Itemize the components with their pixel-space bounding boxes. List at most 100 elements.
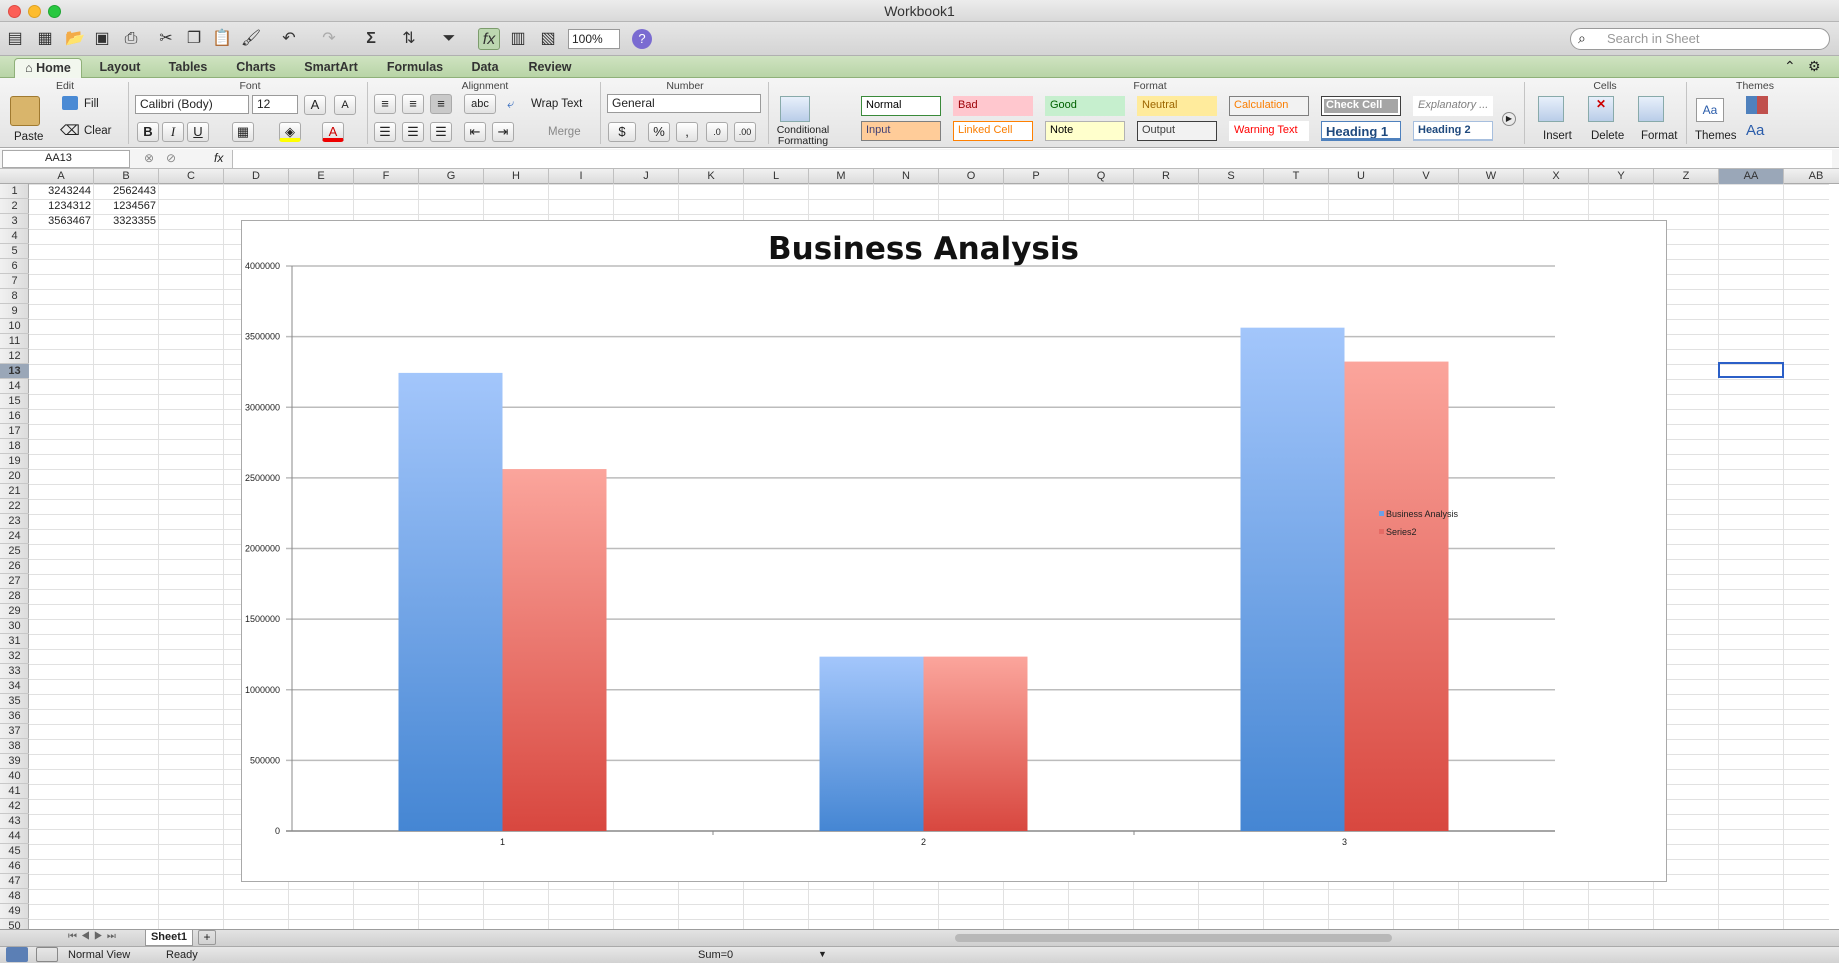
row-header-22[interactable]: 22 — [0, 499, 29, 514]
italic-icon[interactable]: I — [162, 122, 184, 142]
sheet-nav-arrows-icon[interactable]: ⏮◀▶⏭ — [68, 931, 120, 942]
row-header-10[interactable]: 10 — [0, 319, 29, 334]
row-header-24[interactable]: 24 — [0, 529, 29, 544]
increase-font-icon[interactable]: A — [304, 95, 326, 115]
ribbon-settings-icon[interactable]: ⚙ — [1808, 58, 1821, 75]
row-header-45[interactable]: 45 — [0, 844, 29, 859]
selected-cell-aa13[interactable] — [1718, 362, 1784, 378]
row-header-44[interactable]: 44 — [0, 829, 29, 844]
column-header-g[interactable]: G — [419, 169, 484, 184]
cell-style-normal[interactable]: Normal — [861, 96, 941, 116]
formula-builder-icon[interactable]: fx — [478, 28, 500, 50]
column-header-l[interactable]: L — [744, 169, 809, 184]
cancel-icon[interactable]: ⊗ — [144, 151, 154, 165]
column-header-u[interactable]: U — [1329, 169, 1394, 184]
undo-icon[interactable]: ↶ — [278, 28, 300, 50]
reference-tools-icon[interactable]: ▧ — [537, 28, 559, 50]
row-header-14[interactable]: 14 — [0, 379, 29, 394]
templates-icon[interactable]: ▦ — [34, 28, 56, 50]
redo-icon[interactable]: ↷ — [318, 28, 340, 50]
column-header-s[interactable]: S — [1199, 169, 1264, 184]
row-header-6[interactable]: 6 — [0, 259, 29, 274]
cell-b1[interactable]: 2562443 — [94, 184, 159, 199]
sum-label[interactable]: Sum=0 — [698, 949, 733, 961]
column-header-h[interactable]: H — [484, 169, 549, 184]
column-header-b[interactable]: B — [94, 169, 159, 184]
cell-style-linked-cell[interactable]: Linked Cell — [953, 121, 1033, 141]
underline-icon[interactable]: U — [187, 122, 209, 142]
column-header-k[interactable]: K — [679, 169, 744, 184]
column-header-v[interactable]: V — [1394, 169, 1459, 184]
cell-b3[interactable]: 3323355 — [94, 214, 159, 229]
page-layout-view-icon[interactable] — [36, 947, 58, 962]
increase-indent-icon[interactable]: ⇥ — [492, 122, 514, 142]
filter-icon[interactable]: ⏷ — [438, 28, 460, 50]
decrease-indent-icon[interactable]: ⇤ — [464, 122, 486, 142]
conditional-formatting-button[interactable]: Conditional Formatting — [773, 125, 833, 147]
cell-style-check-cell[interactable]: Check Cell — [1321, 96, 1401, 116]
row-header-17[interactable]: 17 — [0, 424, 29, 439]
cell-b2[interactable]: 1234567 — [94, 199, 159, 214]
column-header-e[interactable]: E — [289, 169, 354, 184]
font-size-select[interactable]: 12 — [252, 95, 298, 114]
cell-style-input[interactable]: Input — [861, 121, 941, 141]
sort-icon[interactable]: ⇅ — [398, 28, 420, 50]
name-box[interactable]: AA13 — [2, 150, 130, 168]
row-header-8[interactable]: 8 — [0, 289, 29, 304]
themes-icon[interactable]: Aa — [1696, 98, 1724, 122]
column-header-n[interactable]: N — [874, 169, 939, 184]
cell-style-note[interactable]: Note — [1045, 121, 1125, 141]
column-header-i[interactable]: I — [549, 169, 614, 184]
copy-icon[interactable]: ❐ — [183, 28, 205, 50]
column-header-f[interactable]: F — [354, 169, 419, 184]
autosum-icon[interactable]: Σ — [360, 28, 382, 50]
cut-icon[interactable]: ✂ — [155, 28, 177, 50]
column-header-w[interactable]: W — [1459, 169, 1524, 184]
open-icon[interactable]: 📂 — [64, 28, 86, 50]
cell-style-good[interactable]: Good — [1045, 96, 1125, 116]
row-header-21[interactable]: 21 — [0, 484, 29, 499]
row-header-27[interactable]: 27 — [0, 574, 29, 589]
cell-style-calculation[interactable]: Calculation — [1229, 96, 1309, 116]
row-header-30[interactable]: 30 — [0, 619, 29, 634]
clear-button[interactable]: Clear — [84, 125, 111, 137]
save-icon[interactable]: ▣ — [91, 28, 113, 50]
row-header-28[interactable]: 28 — [0, 589, 29, 604]
row-header-47[interactable]: 47 — [0, 874, 29, 889]
cell-style-explanatory[interactable]: Explanatory ... — [1413, 96, 1493, 116]
format-button[interactable]: Format — [1641, 130, 1677, 142]
borders-icon[interactable]: ▦ — [232, 122, 254, 142]
collapse-ribbon-icon[interactable]: ⌃ — [1784, 58, 1796, 75]
row-header-33[interactable]: 33 — [0, 664, 29, 679]
row-header-13[interactable]: 13 — [0, 364, 29, 379]
cell-style-warning-text[interactable]: Warning Text — [1229, 121, 1309, 141]
tab-smartart[interactable]: SmartArt — [294, 58, 368, 78]
align-middle-icon[interactable]: ≡ — [402, 94, 424, 114]
insert-button[interactable]: Insert — [1543, 130, 1572, 142]
column-header-y[interactable]: Y — [1589, 169, 1654, 184]
row-header-42[interactable]: 42 — [0, 799, 29, 814]
row-header-18[interactable]: 18 — [0, 439, 29, 454]
row-header-36[interactable]: 36 — [0, 709, 29, 724]
row-header-40[interactable]: 40 — [0, 769, 29, 784]
tab-review[interactable]: Review — [518, 58, 582, 78]
row-header-23[interactable]: 23 — [0, 514, 29, 529]
align-right-icon[interactable]: ☰ — [430, 122, 452, 142]
column-header-r[interactable]: R — [1134, 169, 1199, 184]
row-header-38[interactable]: 38 — [0, 739, 29, 754]
column-header-a[interactable]: A — [29, 169, 94, 184]
sum-dropdown-icon[interactable]: ▼ — [818, 949, 827, 959]
row-header-11[interactable]: 11 — [0, 334, 29, 349]
row-header-9[interactable]: 9 — [0, 304, 29, 319]
styles-next-icon[interactable]: ▶ — [1502, 112, 1516, 126]
fill-color-icon[interactable]: ◈ — [279, 122, 301, 142]
tab-layout[interactable]: Layout — [90, 58, 150, 78]
media-browser-icon[interactable]: ▥ — [507, 28, 529, 50]
paste-icon[interactable]: 📋 — [211, 28, 233, 50]
zoom-select[interactable]: 100% — [568, 29, 620, 49]
currency-icon[interactable]: $ — [608, 122, 636, 142]
row-header-3[interactable]: 3 — [0, 214, 29, 229]
row-header-1[interactable]: 1 — [0, 184, 29, 199]
column-header-z[interactable]: Z — [1654, 169, 1719, 184]
row-header-43[interactable]: 43 — [0, 814, 29, 829]
